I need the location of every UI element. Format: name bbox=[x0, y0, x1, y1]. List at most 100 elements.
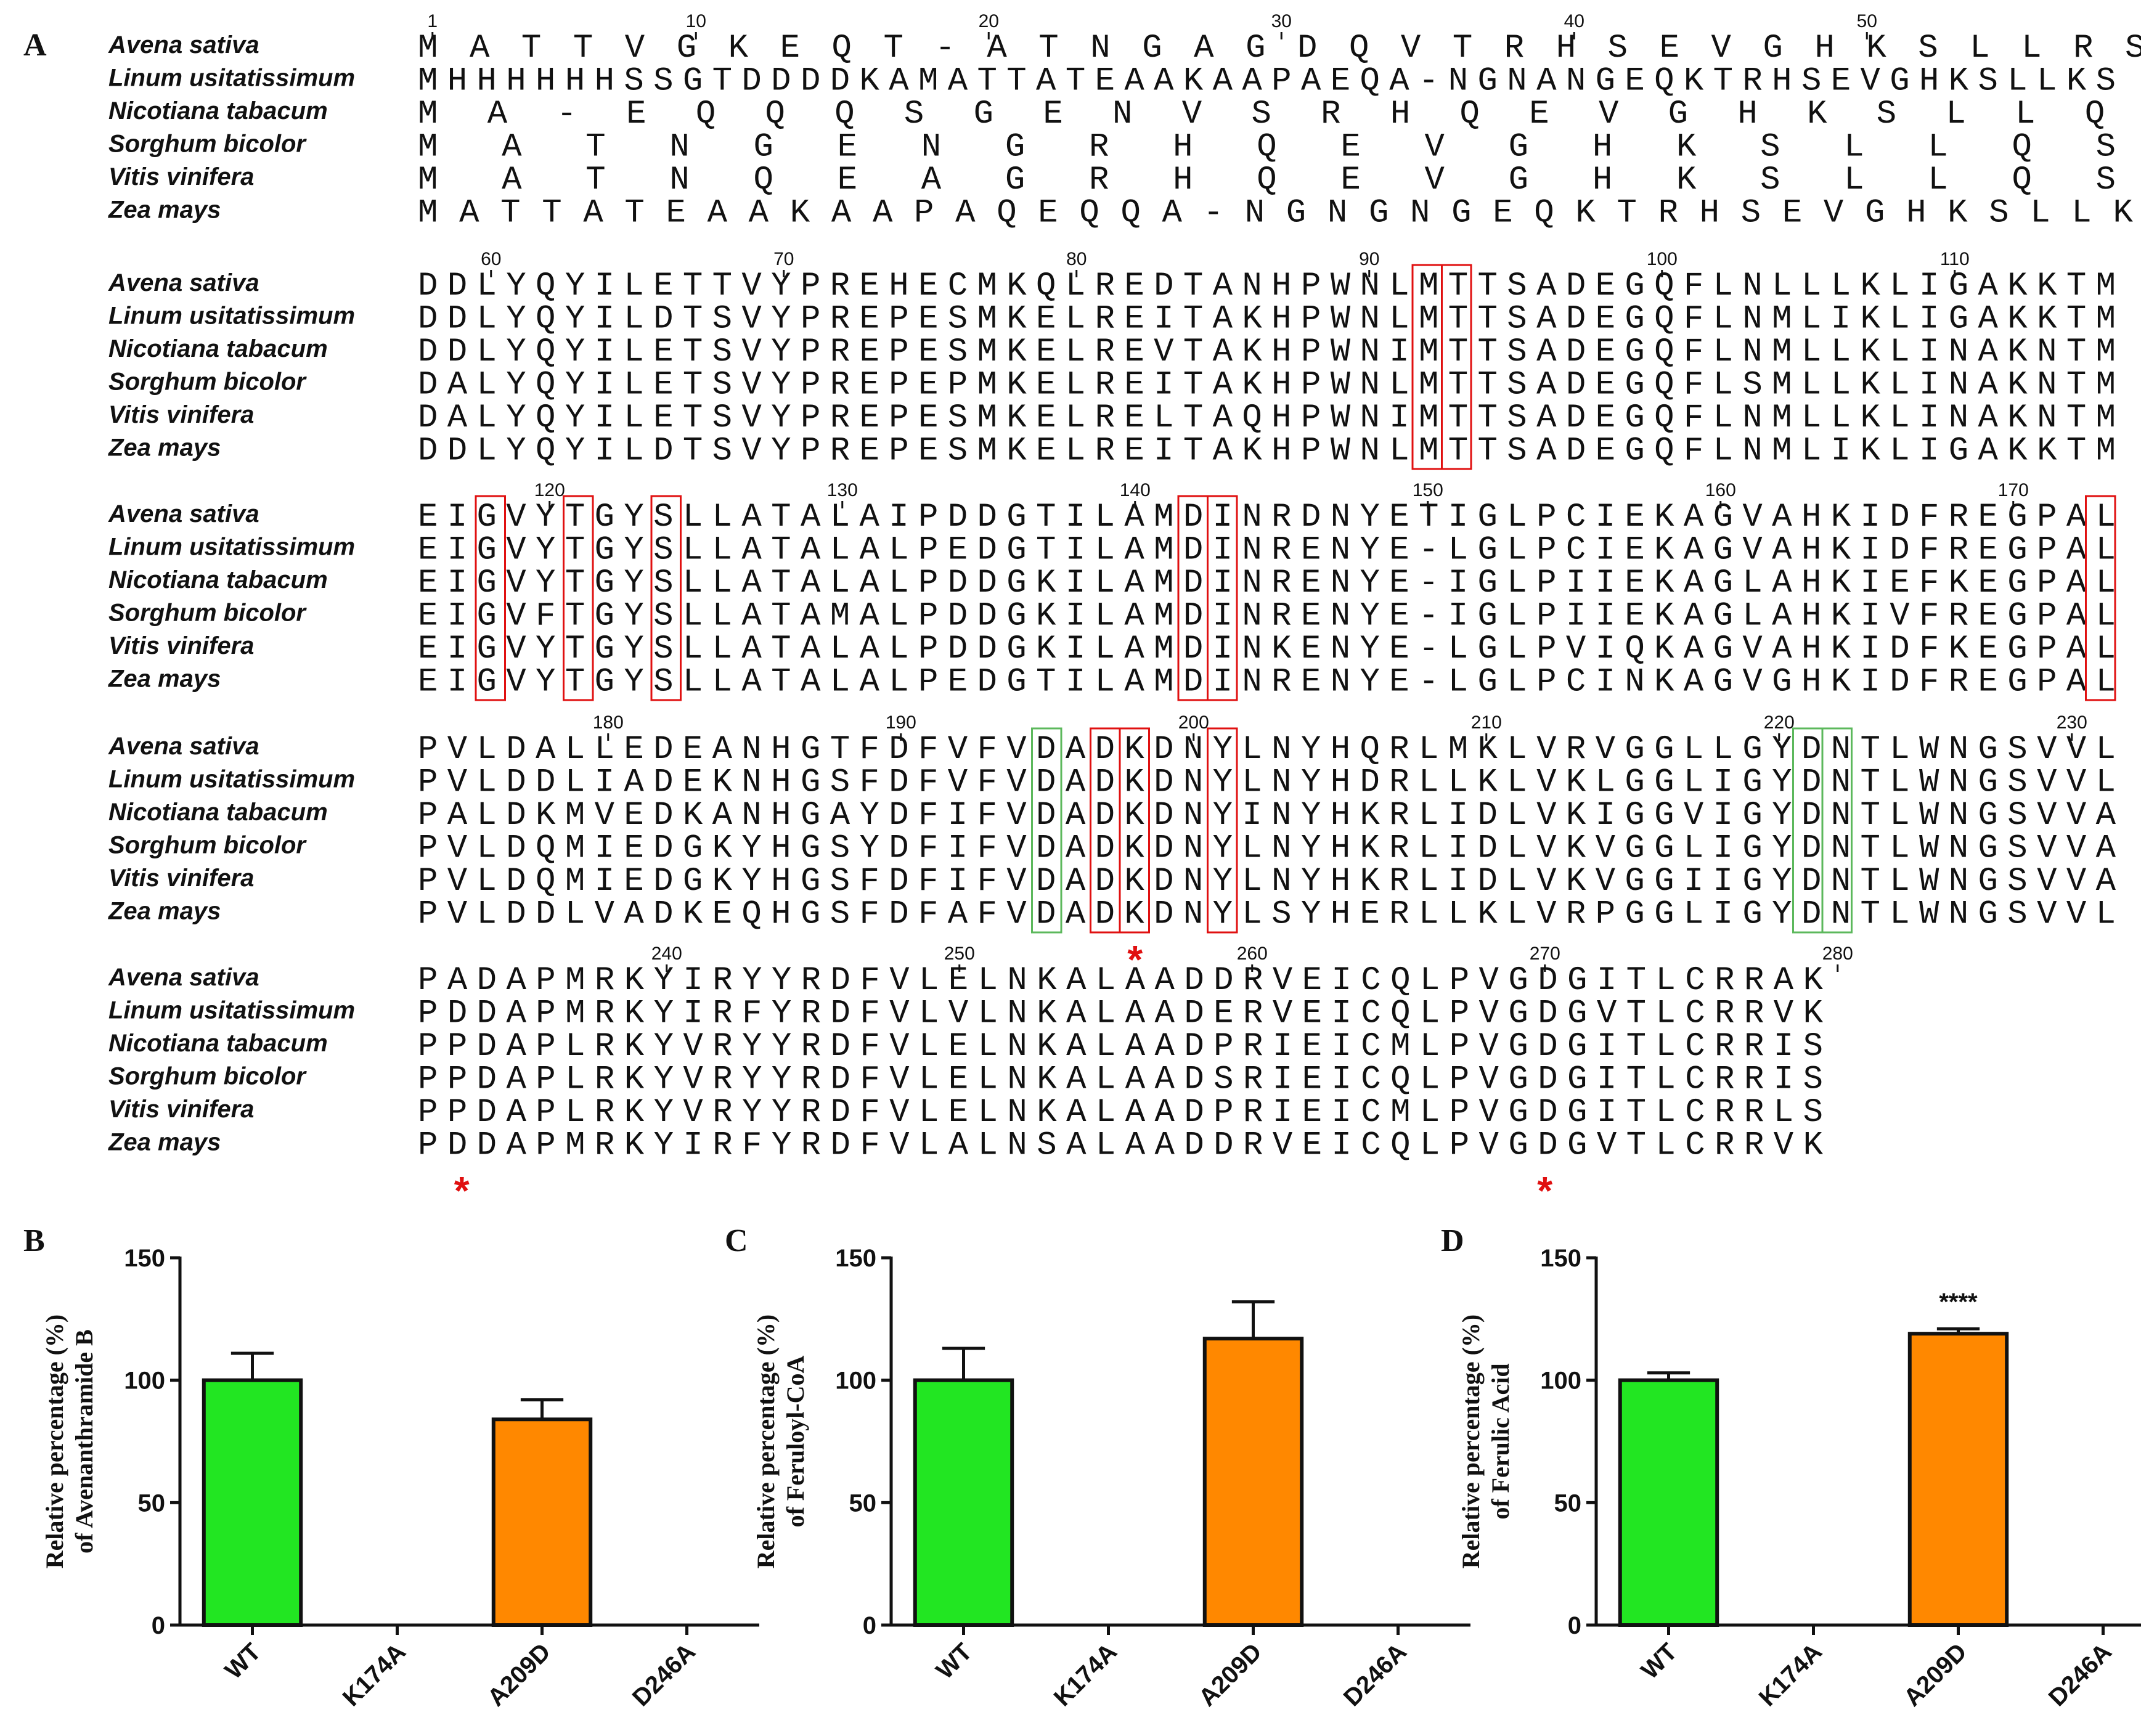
sequence-row: PVLDDLVADKEQHGSFDFAFVDADKDNYLSYHERLLKLVR… bbox=[418, 896, 2116, 934]
y-tick-label: 150 bbox=[124, 1245, 165, 1272]
species-name: Vitis vinifera bbox=[108, 163, 254, 190]
species-name: Vitis vinifera bbox=[108, 632, 254, 659]
y-axis-label-line: Relative percentage (%) bbox=[752, 1314, 780, 1568]
ruler-number: 170 bbox=[1998, 480, 2029, 500]
category-label: D246A bbox=[1339, 1638, 1412, 1711]
sequence-row: PVLDALLEDEANHGTFDFVFVDADKDNYLNYHQRLMKLVR… bbox=[418, 731, 2116, 768]
ruler-number: 130 bbox=[827, 480, 858, 500]
species-name: Sorghum bicolor bbox=[108, 131, 307, 158]
alignment-block: 60 70 80 90 100 110 Avena sativa DDLYQYILETTVYP… bbox=[108, 249, 2116, 470]
y-tick-label: 50 bbox=[849, 1489, 877, 1517]
bar-wt bbox=[1618, 1378, 1719, 1628]
y-tick-label: 0 bbox=[863, 1612, 876, 1639]
sequence-row: MHHHHHHSSGTDDDDKAMATTATEAAKAAPAEQA-NGNAN… bbox=[418, 63, 2116, 100]
ruler-number: 50 bbox=[1857, 11, 1877, 31]
ruler-number: 250 bbox=[944, 943, 975, 964]
sequence-row: EIGVYTGYSLLATALALPDDGKILAMDINKENYE-LGLPV… bbox=[418, 630, 2116, 668]
species-name: Zea mays bbox=[108, 1129, 221, 1156]
alignment-block: 1 10 20 30 40 50 Avena sativa MATTVGKEQT-ATNGA… bbox=[108, 11, 2141, 232]
category-label: WT bbox=[1636, 1638, 1682, 1684]
y-axis-label: Relative percentage (%)of Ferulic Acid bbox=[1457, 1314, 1514, 1568]
sequence-row: PPDAPLRKYVRYYRDFVLELNKALAADPRIEICMLPVGDG… bbox=[418, 1094, 1823, 1131]
category-label: A209D bbox=[1194, 1638, 1267, 1711]
y-tick-label: 50 bbox=[138, 1489, 166, 1517]
sequence-row: DDLYQYILETSVYPREPESMKELREVTAKHPWNIMTTSAD… bbox=[418, 333, 2116, 371]
ruler-number: 210 bbox=[1471, 712, 1502, 733]
y-axis-label-line: of Avenanthramide B bbox=[70, 1329, 98, 1554]
sequence-row: DDLYQYILETTVYPREHECMKQLREDTANHPWNLMTTSAD… bbox=[418, 267, 2116, 305]
bar-chart-panel-d: D Relative percentage (%)of Ferulic Acid 0… bbox=[1441, 1223, 2141, 1711]
significance-annotation: **** bbox=[1939, 1289, 1978, 1316]
y-tick-label: 0 bbox=[152, 1612, 165, 1639]
ruler-number: 260 bbox=[1237, 943, 1268, 964]
marked-residue-asterisk: * bbox=[1127, 937, 1143, 982]
residue-highlight-box bbox=[1031, 727, 1062, 934]
bar-chart-panel-c: C Relative percentage (%)of Feruloyl-CoA 0… bbox=[725, 1223, 1470, 1711]
species-name: Sorghum bicolor bbox=[108, 369, 307, 396]
alignment-block: 180 190 200 210 220 230 Avena sativa PVLDALLEDE… bbox=[108, 712, 2116, 934]
ruler-number: 60 bbox=[481, 249, 501, 269]
y-axis-label: Relative percentage (%)of Avenanthramide… bbox=[41, 1314, 98, 1568]
ruler-number: 230 bbox=[2057, 712, 2087, 733]
alignment-block: 240 250 260 270 280 Avena sativa PADAPMRKYIRYY… bbox=[108, 943, 1853, 1165]
category-label: A209D bbox=[1899, 1638, 1972, 1711]
sequence-row: MATNQEAGRHQEVGHKSLLQS bbox=[418, 161, 2116, 199]
species-name: Nicotiana tabacum bbox=[108, 566, 328, 593]
y-axis-label-line: of Ferulic Acid bbox=[1486, 1363, 1514, 1519]
bar-wt bbox=[202, 1378, 303, 1628]
species-name: Avena sativa bbox=[108, 964, 259, 991]
residue-highlight-box bbox=[650, 495, 682, 701]
bar-wt bbox=[913, 1378, 1014, 1628]
sequence-row: EIGVYTGYSLLATALALPEDGTILAMDINRENYE-LGLPC… bbox=[418, 664, 2116, 701]
marked-residue-asterisk: * bbox=[454, 1168, 470, 1213]
ruler-number: 150 bbox=[1413, 480, 1443, 500]
bar-a209d bbox=[1907, 1332, 2009, 1627]
y-axis-label-line: Relative percentage (%) bbox=[1457, 1314, 1485, 1568]
ruler-number: 90 bbox=[1359, 249, 1379, 269]
residue-highlight-box bbox=[475, 495, 506, 701]
species-name: Nicotiana tabacum bbox=[108, 799, 328, 826]
category-label: K174A bbox=[1049, 1638, 1122, 1711]
y-tick-label: 100 bbox=[835, 1367, 876, 1395]
y-axis-label-line: of Feruloyl-CoA bbox=[781, 1355, 809, 1527]
y-tick-label: 50 bbox=[1554, 1489, 1582, 1517]
ruler-number: 200 bbox=[1178, 712, 1209, 733]
ruler-number: 270 bbox=[1530, 943, 1560, 964]
species-name: Nicotiana tabacum bbox=[108, 1030, 328, 1057]
species-name: Linum usitatissimum bbox=[108, 303, 355, 330]
sequence-row: EIGVYTGYSLLATALAIPDDGTILAMDINRDNYETIGLPC… bbox=[418, 499, 2116, 536]
sequence-row: EIGVYTGYSLLATALALPEDGTILAMDINRENYE-LGLPC… bbox=[418, 532, 2116, 569]
category-label: D246A bbox=[627, 1638, 701, 1711]
bar-a209d bbox=[491, 1417, 593, 1627]
sequence-row: DDLYQYILDTSVYPREPESMKELREITAKHPWNLMTTSAD… bbox=[418, 301, 2116, 338]
ruler-number: 220 bbox=[1764, 712, 1795, 733]
ruler-number: 40 bbox=[1564, 11, 1584, 31]
panel-label: B bbox=[23, 1223, 45, 1258]
ruler-number: 140 bbox=[1120, 480, 1151, 500]
ruler-number: 160 bbox=[1705, 480, 1736, 500]
sequence-row: PPDAPLRKYVRYYRDFVLELNKALAADSRIEICQLPVGDG… bbox=[418, 1061, 1823, 1099]
species-name: Nicotiana tabacum bbox=[108, 97, 328, 124]
species-name: Zea mays bbox=[108, 666, 221, 693]
sequence-row: PDDAPMRKYIRFYRDFVLVLNKALAADERVEICQLPVGDG… bbox=[418, 995, 1824, 1033]
sequence-row: PALDKMVEDKANHGAYDFIFVDADKDNYINYHKRLIDLVK… bbox=[418, 797, 2116, 834]
species-name: Vitis vinifera bbox=[108, 1096, 254, 1123]
ruler-number: 180 bbox=[593, 712, 624, 733]
residue-highlight-box bbox=[1207, 727, 1238, 934]
species-name: Avena sativa bbox=[108, 31, 259, 59]
panel-label: C bbox=[725, 1223, 748, 1258]
marked-residue-asterisk: * bbox=[1537, 1168, 1552, 1213]
bar-a209d bbox=[1202, 1337, 1304, 1628]
y-tick-label: 150 bbox=[835, 1245, 876, 1272]
species-name: Avena sativa bbox=[108, 500, 259, 528]
ruler-number: 1 bbox=[427, 11, 438, 31]
category-label: WT bbox=[931, 1638, 977, 1684]
y-axis-label-line: Relative percentage (%) bbox=[41, 1314, 68, 1568]
category-label: A209D bbox=[483, 1638, 556, 1711]
sequence-row: PVLDDLIADEKNHGSFDFVFVDADKDNYLNYHDRLLKLVK… bbox=[418, 764, 2116, 802]
species-name: Zea mays bbox=[108, 434, 221, 462]
species-name: Sorghum bicolor bbox=[108, 832, 307, 859]
ruler-number: 280 bbox=[1822, 943, 1853, 964]
sequence-row: MATTATEAAKAAPAQEQQA-NGNGNGEQKTRHSEVGHKSL… bbox=[418, 195, 2141, 232]
